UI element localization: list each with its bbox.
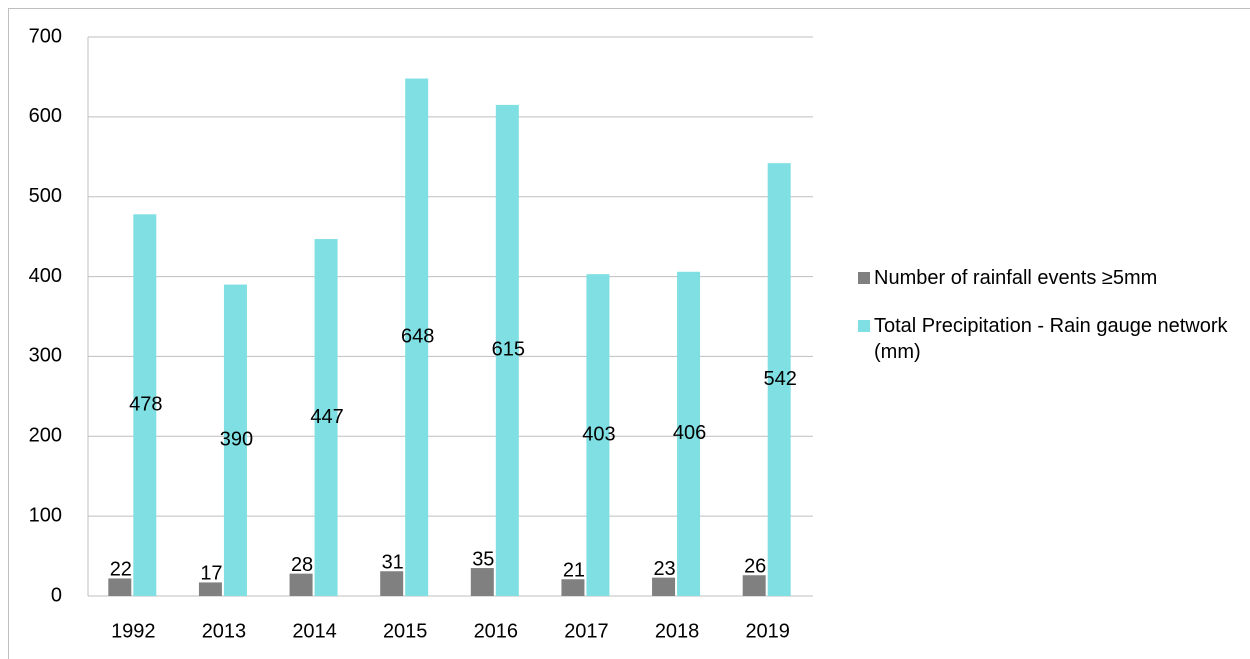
x-tick-label: 2014 bbox=[292, 620, 337, 642]
y-tick-label: 500 bbox=[29, 185, 62, 207]
bar bbox=[223, 284, 247, 596]
y-tick-label: 300 bbox=[29, 345, 62, 367]
data-label: 17 bbox=[200, 563, 222, 585]
y-tick-label: 200 bbox=[29, 425, 62, 447]
y-tick-label: 400 bbox=[29, 265, 62, 287]
data-label: 403 bbox=[582, 423, 615, 445]
y-tick-label: 0 bbox=[51, 584, 62, 606]
data-label: 22 bbox=[110, 559, 132, 581]
x-tick-label: 2017 bbox=[564, 620, 609, 642]
bar bbox=[314, 239, 338, 596]
data-label: 28 bbox=[291, 554, 313, 576]
bar bbox=[767, 163, 791, 596]
legend-item: Total Precipitation - Rain gauge network… bbox=[858, 313, 1228, 365]
bar bbox=[742, 575, 766, 596]
bar bbox=[198, 582, 222, 596]
bar bbox=[495, 104, 519, 596]
legend: Number of rainfall events ≥5mm Total Prec… bbox=[858, 265, 1228, 387]
x-tick-label: 2015 bbox=[383, 620, 428, 642]
data-label: 390 bbox=[220, 429, 253, 451]
bar bbox=[133, 214, 157, 597]
data-label: 406 bbox=[673, 422, 706, 444]
data-label: 31 bbox=[382, 552, 404, 574]
legend-label: Number of rainfall events ≥5mm bbox=[874, 267, 1158, 289]
bar bbox=[405, 78, 429, 597]
bar bbox=[380, 571, 404, 596]
y-tick-label: 700 bbox=[29, 25, 62, 47]
data-label: 447 bbox=[310, 406, 343, 428]
x-tick-label: 2018 bbox=[655, 620, 700, 642]
x-tick-label: 1992 bbox=[111, 620, 156, 642]
data-label: 35 bbox=[472, 548, 494, 570]
legend-swatch bbox=[858, 320, 870, 332]
y-tick-label: 100 bbox=[29, 504, 62, 526]
bar bbox=[652, 577, 676, 596]
data-label: 615 bbox=[492, 339, 525, 361]
bar bbox=[108, 578, 132, 596]
x-tick-label: 2016 bbox=[474, 620, 519, 642]
data-label: 21 bbox=[563, 560, 585, 582]
bar bbox=[561, 579, 585, 596]
data-label: 542 bbox=[764, 368, 797, 390]
legend-label: Total Precipitation - Rain gauge network… bbox=[874, 315, 1228, 363]
bar bbox=[470, 568, 494, 596]
x-tick-label: 2013 bbox=[202, 620, 247, 642]
bar bbox=[586, 274, 610, 596]
x-tick-label: 2019 bbox=[745, 620, 790, 642]
data-label: 648 bbox=[401, 326, 434, 348]
data-label: 26 bbox=[744, 556, 766, 578]
bar bbox=[289, 573, 313, 596]
legend-swatch bbox=[858, 272, 870, 284]
y-tick-label: 600 bbox=[29, 105, 62, 127]
data-label: 23 bbox=[653, 558, 675, 580]
bar bbox=[677, 271, 701, 596]
data-label: 478 bbox=[129, 393, 162, 415]
legend-item: Number of rainfall events ≥5mm bbox=[858, 265, 1228, 291]
chart-frame bbox=[8, 8, 1250, 659]
